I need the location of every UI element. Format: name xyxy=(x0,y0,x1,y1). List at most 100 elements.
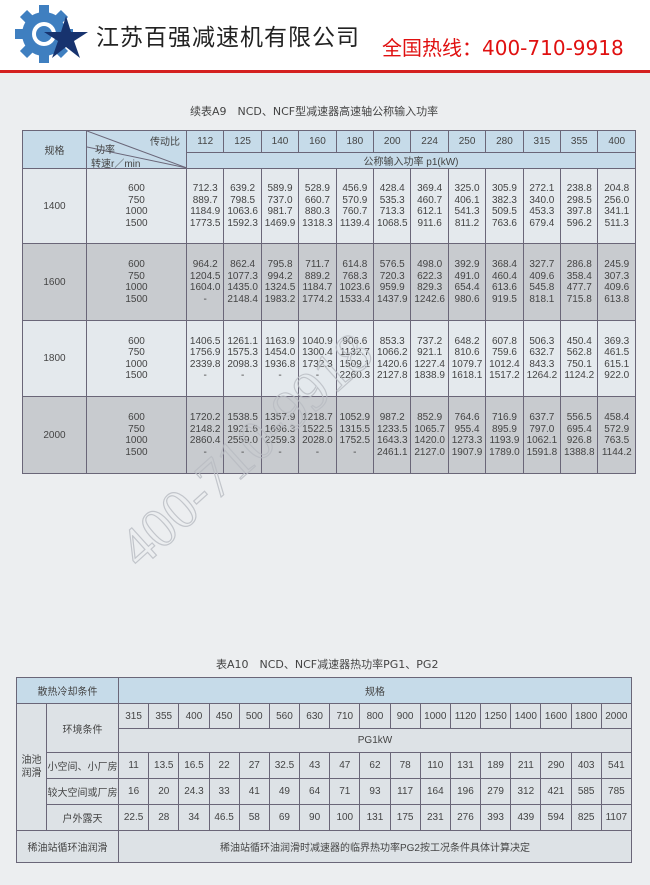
power-value: 1300.4 xyxy=(302,347,333,358)
power-value: 607.8 xyxy=(491,335,517,347)
ratio-header: 125 xyxy=(223,130,262,153)
power-value: 1773.5 xyxy=(189,217,221,229)
power-value: - xyxy=(203,293,207,305)
power-value: 829.3 xyxy=(417,282,443,293)
hotline: 全国热线：400-710-9918 xyxy=(382,36,624,60)
thermal-power-cell: 49 xyxy=(268,778,301,805)
power-value: 1538.5 xyxy=(227,412,258,423)
power-value: 1618.1 xyxy=(451,370,483,381)
power-cell: 369.3 461.5 615.1 922.0 xyxy=(597,320,636,397)
power-cell: 716.9 895.9 1193.9 1789.0 xyxy=(485,396,524,474)
power-value: 340.0 xyxy=(529,194,555,206)
power-value: 1040.9 xyxy=(302,335,333,347)
power-value: 1023.6 xyxy=(339,282,371,293)
speed-cell: 600 750 1000 1500 xyxy=(86,243,187,321)
power-value: 1068.5 xyxy=(376,217,408,229)
power-cell: 964.2 1204.5 1604.0- xyxy=(185,243,225,321)
power-cell: 428.4 535.3 713.3 1068.5 xyxy=(373,168,412,244)
power-value: 2127.0 xyxy=(414,446,445,458)
power-value: 2148.2 xyxy=(189,423,221,435)
thermal-power-cell: 164 xyxy=(419,778,451,805)
thermal-power-cell: 825 xyxy=(570,804,602,831)
ratio-header: 355 xyxy=(560,130,599,153)
power-value: 1732.3 xyxy=(302,358,333,370)
power-value: 1273.3 xyxy=(451,435,483,446)
speed-value: 1000 xyxy=(125,358,148,370)
table-row: 1400 600 750 1000 1500 712.3 889.7 1184.9 1773.5… xyxy=(22,168,636,244)
size-header: 2000 xyxy=(600,703,633,729)
size-header: 355 xyxy=(148,703,180,729)
power-value: 737.2 xyxy=(417,335,443,347)
power-value: 795.8 xyxy=(267,259,293,270)
circulating-lubrication-label: 稀油站循环油润滑 xyxy=(16,830,119,863)
power-cell: 528.9 660.7 880.3 1318.3 xyxy=(298,168,337,244)
table-a10-title: 表A10 NCD、NCF减速器热功率PG1、PG2 xyxy=(216,658,439,671)
power-value: 2559.0 xyxy=(227,435,258,446)
cooling-condition-header: 散热冷却条件 xyxy=(16,677,119,704)
power-value: 713.3 xyxy=(379,206,405,217)
thermal-power-cell: 64 xyxy=(299,778,331,805)
header-divider xyxy=(0,70,650,73)
power-value: 528.9 xyxy=(304,183,330,194)
thermal-power-cell: 100 xyxy=(329,804,361,831)
power-value: 818.1 xyxy=(529,293,555,305)
power-value: 453.3 xyxy=(529,206,555,217)
power-value: 750.1 xyxy=(566,358,592,370)
power-value: 392.9 xyxy=(454,259,480,270)
power-value: 491.0 xyxy=(454,270,480,282)
thermal-power-cell: 24.3 xyxy=(178,778,210,805)
ratio-header: 112 xyxy=(185,130,225,153)
size-header: 315 xyxy=(117,703,150,729)
ratio-header: 280 xyxy=(485,130,524,153)
thermal-power-cell: 175 xyxy=(389,804,421,831)
power-value: 1163.9 xyxy=(265,335,295,347)
thermal-power-cell: 90 xyxy=(299,804,331,831)
power-value: 341.1 xyxy=(604,206,630,217)
power-value: 843.3 xyxy=(529,358,555,370)
power-cell: 1538.5 1921.6 2559.0- xyxy=(223,396,262,474)
power-value: 1592.3 xyxy=(227,217,258,229)
power-cell: 272.1 340.0 453.3 679.4 xyxy=(522,168,562,244)
power-cell: 327.7 409.6 545.8 818.1 xyxy=(522,243,562,321)
power-cell: 369.4 460.7 612.1 911.6 xyxy=(410,168,449,244)
power-value: 906.6 xyxy=(342,335,368,347)
power-value: 764.6 xyxy=(454,412,480,423)
table-a10: 散热冷却条件 规格 油池润滑 环境条件 315 355 400 450 500 560 630 710… xyxy=(16,677,633,863)
power-value: 720.3 xyxy=(379,270,405,282)
thermal-power-cell: 93 xyxy=(359,778,391,805)
ratio-header: 180 xyxy=(335,130,375,153)
power-value: 1388.8 xyxy=(563,446,595,458)
power-value: 1062.1 xyxy=(526,435,558,446)
size-header: 1250 xyxy=(480,703,512,729)
power-value: 922.0 xyxy=(604,370,630,381)
power-cell: 862.4 1077.3 1435.0 2148.4 xyxy=(223,243,262,321)
speed-cell: 600 750 1000 1500 xyxy=(86,320,187,397)
power-value: 763.5 xyxy=(604,435,630,446)
power-cell: 506.3 632.7 843.3 1264.2 xyxy=(522,320,562,397)
power-value: 1921.6 xyxy=(227,423,258,435)
power-value: 305.9 xyxy=(491,183,517,194)
power-value: 1509.1 xyxy=(339,358,371,370)
power-value: 1435.0 xyxy=(227,282,258,293)
thermal-power-cell: 47 xyxy=(329,752,361,779)
power-value: 382.3 xyxy=(491,194,517,206)
power-cell: 286.8 358.4 477.7 715.8 xyxy=(560,243,599,321)
power-value: 798.5 xyxy=(230,194,256,206)
thermal-power-cell: 69 xyxy=(268,804,301,831)
power-value: 622.3 xyxy=(417,270,443,282)
power-value: 1318.3 xyxy=(302,217,333,229)
diagonal-header-cell: 传动比 功率 转速r／min xyxy=(86,130,187,170)
power-value: - xyxy=(353,446,357,458)
power-value: 1517.2 xyxy=(489,370,520,381)
power-value: 589.9 xyxy=(267,183,293,194)
power-value: 1139.4 xyxy=(339,217,370,229)
speed-value: 750 xyxy=(128,270,145,282)
power-value: 911.6 xyxy=(417,217,442,229)
power-value: 759.6 xyxy=(491,347,517,358)
ratio-header: 140 xyxy=(260,130,300,153)
power-value: 1063.6 xyxy=(227,206,258,217)
power-value: - xyxy=(203,370,207,381)
power-value: 1591.8 xyxy=(526,446,558,458)
speed-value: 1000 xyxy=(125,282,148,293)
power-value: 406.1 xyxy=(454,194,480,206)
